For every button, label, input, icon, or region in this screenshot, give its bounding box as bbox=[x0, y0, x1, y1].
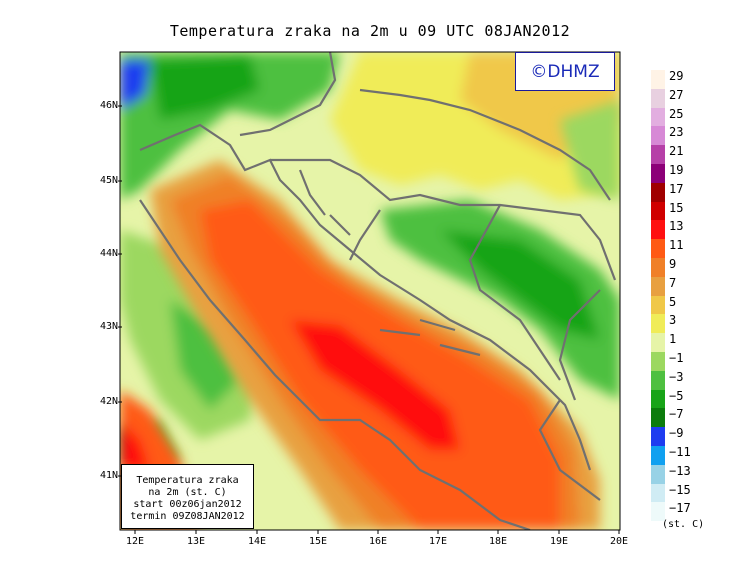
legend-level-label: 1 bbox=[669, 332, 677, 347]
legend-level-label: 23 bbox=[669, 125, 684, 140]
legend-swatch bbox=[651, 427, 665, 447]
legend-level-label: 7 bbox=[669, 275, 677, 290]
plot-frame bbox=[119, 51, 621, 531]
legend-level-label: 9 bbox=[669, 257, 677, 271]
dhmz-logo: ©DHMZ bbox=[515, 52, 615, 91]
info-line-2: na 2m (st. C) bbox=[148, 487, 227, 498]
map-title: Temperatura zraka na 2m u 09 UTC 08JAN20… bbox=[169, 22, 571, 40]
coastlines-borders bbox=[139, 52, 617, 530]
lat-label-43n: 43N bbox=[99, 321, 118, 332]
legend-swatch bbox=[651, 502, 665, 522]
lon-label-12e: 12E bbox=[125, 536, 145, 547]
legend-swatch bbox=[651, 295, 665, 315]
lat-label-42n: 42N bbox=[99, 396, 118, 407]
legend-level-label: 17 bbox=[669, 181, 684, 196]
legend-swatch bbox=[651, 446, 665, 465]
legend-swatch bbox=[651, 239, 665, 259]
legend-level-label: −13 bbox=[669, 463, 691, 478]
legend-level-label: −1 bbox=[669, 351, 684, 365]
lat-label-46n: 46N bbox=[99, 100, 118, 111]
legend-level-label: −5 bbox=[669, 388, 684, 403]
legend-swatch bbox=[651, 464, 665, 484]
legend-swatch bbox=[651, 314, 665, 334]
legend-swatch bbox=[651, 145, 665, 165]
lon-label-18e: 18E bbox=[488, 536, 508, 547]
lon-label-15e: 15E bbox=[308, 536, 328, 547]
legend-swatch bbox=[651, 483, 665, 503]
lon-label-19e: 19E bbox=[549, 536, 569, 547]
adriatic-temperature bbox=[120, 160, 600, 530]
info-line-4: termin 09Z08JAN2012 bbox=[130, 511, 245, 522]
legend-level-label: −9 bbox=[669, 426, 684, 441]
lon-label-17e: 17E bbox=[428, 536, 448, 547]
legend-level-label: 25 bbox=[669, 106, 684, 121]
legend-swatch bbox=[651, 107, 665, 127]
legend-swatch bbox=[651, 258, 665, 277]
lat-label-44n: 44N bbox=[99, 248, 118, 259]
lon-label-16e: 16E bbox=[368, 536, 388, 547]
forecast-info-box: Temperatura zraka na 2m (st. C) start 00… bbox=[121, 464, 254, 529]
legend-swatch bbox=[651, 70, 665, 89]
legend-level-label: −3 bbox=[669, 369, 684, 384]
legend-level-label: −11 bbox=[669, 445, 691, 459]
legend-level-label: 5 bbox=[669, 294, 677, 309]
legend-swatch bbox=[651, 126, 665, 146]
legend-swatch bbox=[651, 88, 665, 108]
legend-level-label: 19 bbox=[669, 163, 684, 177]
legend-level-label: 11 bbox=[669, 238, 684, 253]
legend-swatch bbox=[651, 389, 665, 409]
lon-label-13e: 13E bbox=[186, 536, 206, 547]
legend-swatch bbox=[651, 408, 665, 428]
legend-swatch bbox=[651, 220, 665, 240]
legend-units: (st. C) bbox=[662, 519, 705, 530]
legend-level-label: 3 bbox=[669, 313, 677, 328]
legend-swatch bbox=[651, 370, 665, 390]
legend-swatch bbox=[651, 352, 665, 371]
legend-level-label: 21 bbox=[669, 144, 684, 159]
legend-swatch bbox=[651, 182, 665, 202]
legend-level-label: 27 bbox=[669, 87, 684, 102]
legend-swatch bbox=[651, 164, 665, 183]
map-field bbox=[120, 52, 620, 530]
lat-label-45n: 45N bbox=[99, 175, 118, 186]
lon-label-14e: 14E bbox=[247, 536, 267, 547]
legend-swatch bbox=[651, 201, 665, 221]
legend-swatch bbox=[651, 276, 665, 296]
legend-level-label: −15 bbox=[669, 482, 691, 497]
legend-level-label: −7 bbox=[669, 407, 684, 422]
lat-label-41n: 41N bbox=[99, 470, 118, 481]
info-line-3: start 00z06jan2012 bbox=[133, 499, 242, 510]
lon-label-20e: 20E bbox=[609, 536, 629, 547]
info-line-1: Temperatura zraka bbox=[136, 475, 239, 486]
axis-ticks bbox=[118, 105, 620, 534]
legend-level-label: 13 bbox=[669, 219, 684, 234]
legend-level-label: 15 bbox=[669, 200, 684, 215]
legend-level-label: −17 bbox=[669, 501, 691, 516]
legend-level-label: 29 bbox=[669, 69, 684, 83]
legend-swatch bbox=[651, 333, 665, 353]
